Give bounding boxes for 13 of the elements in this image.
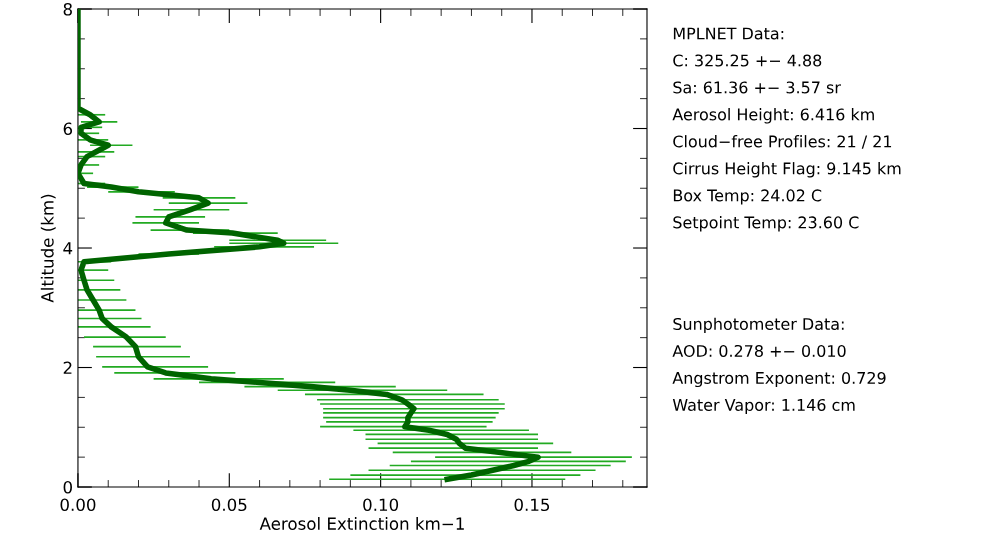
y-tick-label: 4 — [63, 242, 73, 255]
y-tick-label: 8 — [63, 2, 72, 16]
x-tick-label: 0.05 — [211, 498, 247, 512]
x-tick-label: 0.00 — [60, 498, 96, 512]
x-axis-title: Aerosol Extinction km−1 — [259, 517, 464, 530]
text: MPLNET Data: C: 325.25 +− 4.88 Sa: 61.36 +− 3.57 sr Aerosol Height: 6.416 km Cloud−free Profiles: 21 / 21 Cirrus Height Flag: 9.145 km Box Temp: 24.02 C Setpoint Temp: 23.60 C — [672, 27, 901, 232]
y-tick-label: 0 — [63, 480, 72, 494]
y-axis-title: Altitude (km) — [40, 194, 56, 303]
x-tick-label: 0.15 — [514, 498, 550, 512]
y-tick-label: 2 — [63, 361, 72, 374]
text: Sunphotometer Data: AOD: 0.278 +− 0.010 Angstrom Exponent: 0.729 Water Vapor: 1.146 cm — [672, 317, 886, 415]
y-tick-label: 6 — [63, 122, 73, 136]
x-tick-label: 0.10 — [363, 498, 399, 512]
